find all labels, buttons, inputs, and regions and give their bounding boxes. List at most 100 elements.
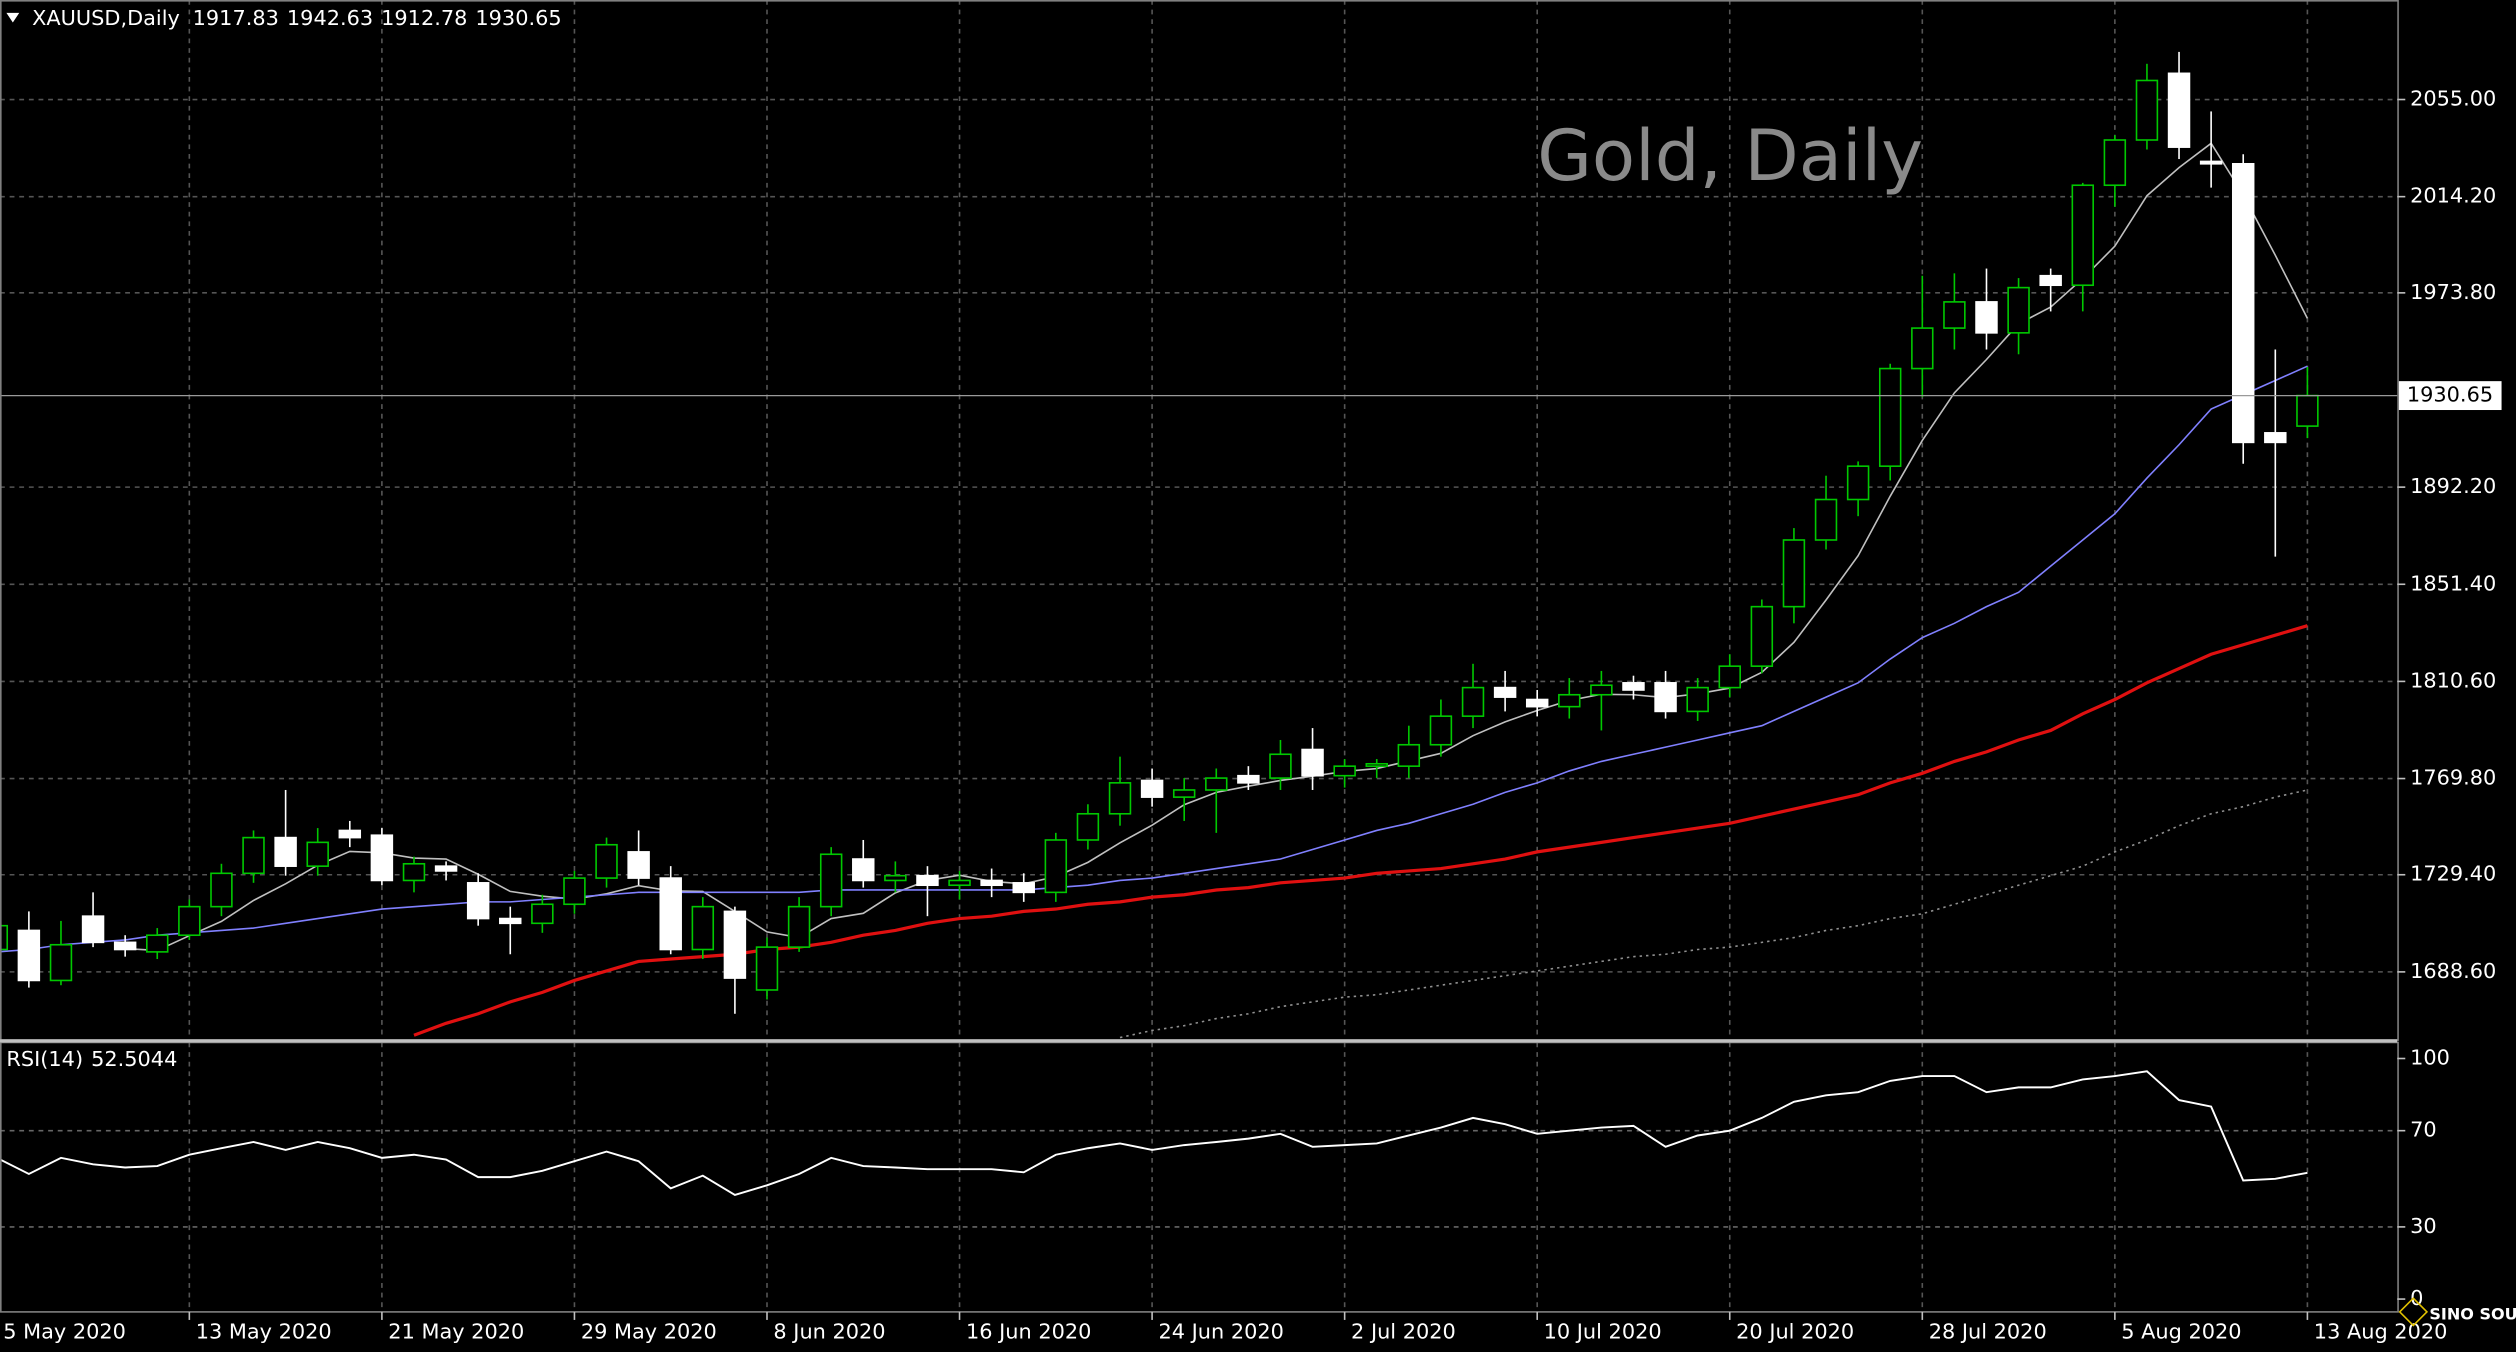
- line-series: [1119, 789, 2308, 1039]
- candle-body: [1846, 465, 1870, 501]
- mark-layer: [0, 51, 2398, 1196]
- y-tick-label: 70: [2410, 1118, 2437, 1142]
- candle-body: [948, 879, 971, 887]
- candle-body: [2071, 184, 2094, 287]
- candle-body: [563, 877, 586, 906]
- symbol-menu-icon[interactable]: [6, 12, 20, 23]
- candle-body: [1525, 698, 1549, 708]
- candle-body: [466, 882, 490, 920]
- candle-body: [819, 853, 843, 908]
- logo-icon: [2398, 1297, 2429, 1327]
- x-tick-label: 29 May 2020: [581, 1320, 717, 1344]
- candle-body: [1333, 765, 1356, 777]
- last-close: 1930.65: [475, 6, 561, 30]
- x-tick-label: 21 May 2020: [388, 1320, 524, 1344]
- x-tick-label: 28 Jul 2020: [1929, 1320, 2047, 1344]
- y-tick-label: 1769.80: [2410, 766, 2496, 790]
- candle-body: [1654, 682, 1677, 713]
- candle-body: [1782, 539, 1806, 608]
- candle-body: [2296, 394, 2319, 427]
- y-tick-label: 30: [2410, 1214, 2437, 1238]
- x-tick-label: 5 May 2020: [3, 1320, 126, 1344]
- logo: SINO SOUND: [2429, 1305, 2516, 1324]
- candle-body: [1493, 686, 1517, 698]
- candle-body: [274, 836, 297, 867]
- symbol: XAUUSD,Daily: [32, 6, 180, 30]
- x-tick-label: 20 Jul 2020: [1736, 1320, 1854, 1344]
- candle-body: [1750, 605, 1774, 667]
- x-tick-label: 24 Jun 2020: [1159, 1320, 1284, 1344]
- line-series: [0, 1070, 2308, 1196]
- candle-body: [306, 841, 329, 867]
- candle-body: [723, 910, 747, 979]
- candle-body: [17, 929, 41, 982]
- candle-body: [210, 872, 233, 908]
- current-price-box: [2398, 381, 2502, 411]
- candle-body: [370, 834, 394, 882]
- candle-body: [1397, 743, 1421, 767]
- candle-body: [884, 874, 907, 882]
- y-tick-label: 100: [2410, 1046, 2450, 1070]
- candle-body: [1461, 686, 1485, 717]
- candle-body: [1269, 753, 1292, 779]
- candle-body: [595, 843, 618, 879]
- candle-body: [1718, 665, 1741, 689]
- candle-body: [1044, 839, 1068, 894]
- candle-body: [1590, 684, 1613, 696]
- candle-body: [1237, 774, 1260, 784]
- current-price-label: 1930.65: [2407, 383, 2493, 407]
- y-tick-label: 1810.60: [2410, 668, 2496, 692]
- x-tick-label: 16 Jun 2020: [966, 1320, 1091, 1344]
- candle-body: [499, 917, 522, 925]
- candle-body: [1205, 777, 1228, 791]
- candle-body: [402, 862, 426, 882]
- candle-body: [691, 905, 715, 951]
- candle-body: [49, 943, 73, 982]
- candle-body: [113, 941, 137, 951]
- line-series: [0, 365, 2308, 953]
- candle-body: [1365, 762, 1388, 767]
- y-tick-label: 2014.20: [2410, 184, 2496, 208]
- candle-body: [787, 905, 811, 948]
- candle-body: [434, 865, 458, 872]
- x-tick-label: 13 May 2020: [196, 1320, 332, 1344]
- candle-body: [916, 874, 939, 887]
- y-tick-label: 2055.00: [2410, 87, 2496, 111]
- candle-body: [1429, 715, 1453, 746]
- candle-body: [338, 829, 362, 839]
- x-tick-label: 2 Jul 2020: [1351, 1320, 1456, 1344]
- candle-body: [1878, 367, 1902, 467]
- candle-body: [1975, 301, 1998, 334]
- candle-body: [2039, 274, 2062, 287]
- x-tick-label: 13 Aug 2020: [2314, 1320, 2448, 1344]
- y-tick-label: 1688.60: [2410, 959, 2496, 983]
- y-tick-label: 1851.40: [2410, 571, 2496, 595]
- candle-body: [1301, 748, 1324, 777]
- candle-body: [627, 851, 650, 879]
- candle-body: [178, 905, 201, 937]
- y-tick-label: 1892.20: [2410, 474, 2496, 498]
- candle-body: [531, 903, 554, 925]
- candle-body: [1943, 301, 1966, 329]
- candle-body: [1814, 498, 1838, 541]
- candle-body: [1686, 686, 1709, 713]
- candle-body: [146, 934, 169, 953]
- candle-body: [852, 858, 875, 882]
- last-high: 1942.63: [287, 6, 373, 30]
- candle-body: [2135, 79, 2159, 141]
- candle-body: [2103, 139, 2127, 187]
- candle-body: [659, 877, 682, 951]
- label-layer: 5 May 2020 13 May 2020 21 May 2020 29 May 2…: [3, 87, 2502, 1344]
- last-low: 1912.78: [381, 6, 467, 30]
- candle-body: [1622, 682, 1645, 691]
- candle-body: [2167, 72, 2191, 148]
- candle-body: [1108, 782, 1132, 815]
- y-tick-label: 1973.80: [2410, 280, 2496, 304]
- rsi-title: RSI(14): [6, 1047, 83, 1071]
- x-tick-label: 10 Jul 2020: [1544, 1320, 1662, 1344]
- chart-title: Gold, Daily: [1537, 114, 1923, 197]
- candle-body: [1076, 812, 1100, 841]
- candle-body: [2007, 286, 2030, 334]
- x-tick-label: 8 Jun 2020: [773, 1320, 885, 1344]
